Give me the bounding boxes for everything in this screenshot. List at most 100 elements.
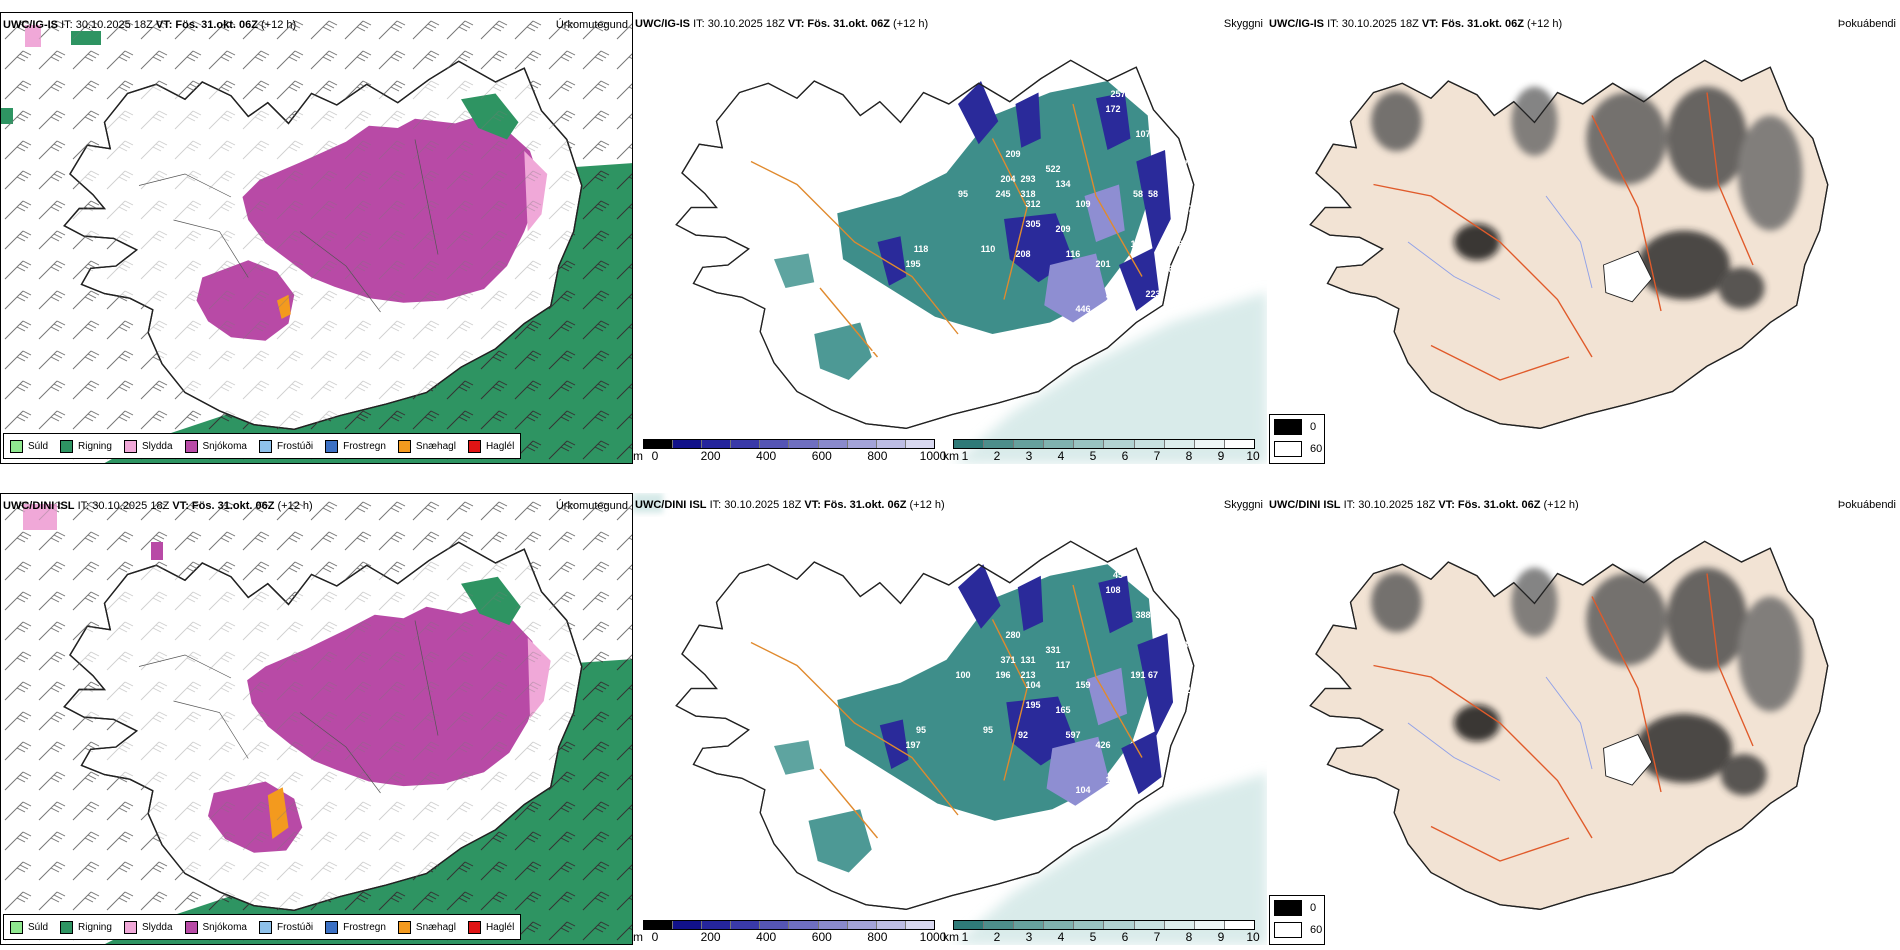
visibility-labels-2: 63 89 100 280 371 131 331 196 213 117 104 159 195 165… bbox=[873, 570, 1221, 880]
colorbar-step bbox=[876, 921, 906, 929]
legend-item-snæhagl: Snæhagl bbox=[397, 439, 456, 453]
colorbar-unit: m bbox=[633, 449, 643, 463]
model-name: UWC/DINI ISL bbox=[1269, 499, 1341, 511]
colorbar-step bbox=[1044, 921, 1075, 929]
colorbar-tick: 1 bbox=[961, 930, 969, 944]
map-value-label: 110 bbox=[981, 244, 996, 254]
legend-item-slydda: Slydda bbox=[123, 439, 173, 453]
map-value-label: 29 bbox=[1203, 645, 1213, 655]
legend-item-rigning: Rigning bbox=[60, 920, 112, 934]
valid-time: Fös. 31.okt. 06Z bbox=[191, 500, 275, 512]
colorbar-tick: 7 bbox=[1153, 930, 1161, 944]
header-row-1-fog: UWC/IG-IS IT: 30.10.2025 18Z VT: Fös. 31… bbox=[1269, 18, 1562, 30]
map-value-label: 110 bbox=[1161, 139, 1176, 149]
colorbar-step bbox=[847, 440, 877, 448]
map-value-label: 305 bbox=[1025, 219, 1040, 229]
map-value-label: 89 bbox=[943, 625, 953, 635]
colorbar-step bbox=[1014, 921, 1045, 929]
colorbar-tick: 200 bbox=[700, 449, 721, 463]
precip-legend: Súld Rigning Slydda Snjókoma Frostúði Frostre… bbox=[3, 914, 522, 940]
colorbar-step bbox=[789, 440, 819, 448]
map-value-label: 78 bbox=[1213, 244, 1223, 254]
valid-label: VT: bbox=[787, 18, 805, 30]
map-value-label: 50 bbox=[1228, 184, 1238, 194]
legend-label: Snjókoma bbox=[202, 921, 247, 933]
colorbar-step bbox=[1194, 921, 1225, 929]
init-time: IT: 30.10.2025 18Z bbox=[77, 500, 170, 512]
model-name: UWC/IG-IS bbox=[1269, 18, 1324, 30]
colorbar-ticks: 0 200 400 600 800 1000 bbox=[643, 930, 947, 944]
legend-swatch bbox=[325, 920, 339, 934]
map-value-label: 108 bbox=[1105, 585, 1120, 595]
map-value-label: 45 bbox=[1113, 570, 1123, 580]
map-value-label: 63 bbox=[928, 635, 938, 645]
legend-swatch bbox=[258, 439, 272, 453]
map-value-label: 116 bbox=[1066, 249, 1081, 259]
colorbar-tick: 400 bbox=[756, 449, 777, 463]
colorbar-unit: km bbox=[943, 930, 959, 944]
map-value-label: 180 bbox=[1205, 695, 1220, 705]
legend-item-rigning: Rigning bbox=[60, 439, 112, 453]
legend-item-súld: Súld bbox=[10, 439, 48, 453]
fog-legend-swatch bbox=[1274, 922, 1302, 938]
legend-swatch bbox=[10, 920, 23, 934]
colorbar-step bbox=[1134, 440, 1165, 448]
visibility-labels-1: 71 69 95 209 204 293 522 245 318 134 312 109 305 209 2… bbox=[870, 89, 1240, 399]
fog-legend-swatch bbox=[1274, 441, 1302, 457]
colorbar-step bbox=[644, 921, 674, 929]
map-value-label: 162 bbox=[870, 344, 885, 354]
legend-label: Slydda bbox=[141, 921, 173, 933]
map-value-label: 131 bbox=[1020, 655, 1035, 665]
legend-swatch bbox=[60, 920, 74, 934]
map-value-label: 186 bbox=[1225, 194, 1240, 204]
colorbar-step bbox=[731, 440, 761, 448]
colorbar-strip bbox=[643, 439, 935, 449]
legend-swatch bbox=[397, 439, 411, 453]
colorbar-step bbox=[1074, 440, 1105, 448]
legend-swatch bbox=[60, 439, 74, 453]
colorbar-step bbox=[984, 440, 1015, 448]
map-value-label: 186 bbox=[1105, 775, 1120, 785]
map-value-label: 59 bbox=[910, 870, 920, 880]
map-value-label: 209 bbox=[1055, 224, 1070, 234]
colorbar-step bbox=[1134, 921, 1165, 929]
map-value-label: 60 bbox=[1168, 264, 1178, 274]
map-value-label: 103 bbox=[1200, 164, 1215, 174]
valid-label: VT: bbox=[804, 499, 821, 511]
colorbar-tick: 1000 bbox=[919, 449, 947, 463]
map-value-label: 74 bbox=[1208, 214, 1218, 224]
map-value-label: 446 bbox=[1075, 304, 1090, 314]
colorbar-step bbox=[818, 440, 848, 448]
legend-swatch bbox=[123, 439, 137, 453]
fog-legend-label: 60 bbox=[1310, 924, 1323, 936]
precip-legend: Súld Rigning Slydda Snjókoma Frostúði Frostre… bbox=[3, 433, 522, 459]
map-value-label: 197 bbox=[905, 740, 920, 750]
map-value-label: 388 bbox=[1135, 610, 1150, 620]
colorbar-tick: 1 bbox=[961, 449, 969, 463]
cloud-base-colorbar: m 0 200 400 600 800 1000 bbox=[633, 437, 946, 464]
legend-label: Rigning bbox=[78, 440, 112, 452]
map-value-label: 172 bbox=[1105, 104, 1120, 114]
model-name: UWC/DINI ISL bbox=[635, 499, 707, 511]
map-value-label: 195 bbox=[1025, 700, 1040, 710]
colorbar-ticks: 1 2 3 4 5 6 7 8 9 10 bbox=[953, 930, 1260, 944]
map-value-label: 208 bbox=[1015, 249, 1030, 259]
legend-label: Rigning bbox=[78, 921, 112, 933]
colorbar-step bbox=[731, 921, 761, 929]
cloud-vis-panel-1: 71 69 95 209 204 293 522 245 318 134 312 109 305 209 2… bbox=[633, 12, 1267, 464]
map-value-label: 195 bbox=[905, 259, 920, 269]
init-time: IT: 30.10.2025 18Z bbox=[1343, 499, 1436, 511]
fog-legend: 0 60 bbox=[1269, 414, 1325, 464]
lead-time: (+12 h) bbox=[1543, 499, 1579, 511]
colorbar-step bbox=[1224, 440, 1254, 448]
colorbar-tick: 3 bbox=[1025, 449, 1033, 463]
precip-map-1 bbox=[1, 13, 632, 463]
valid-label: VT: bbox=[155, 19, 173, 31]
map-value-label: 100 bbox=[955, 670, 970, 680]
header-row-1: UWC/IG-IS IT: 30.10.2025 18Z VT: Fös. 31… bbox=[3, 19, 296, 31]
legend-item-súld: Súld bbox=[10, 920, 48, 934]
map-value-label: 118 bbox=[914, 244, 929, 254]
panel-title-fog: Þokuábendi bbox=[1837, 499, 1896, 511]
fog-legend-label: 0 bbox=[1310, 902, 1317, 914]
